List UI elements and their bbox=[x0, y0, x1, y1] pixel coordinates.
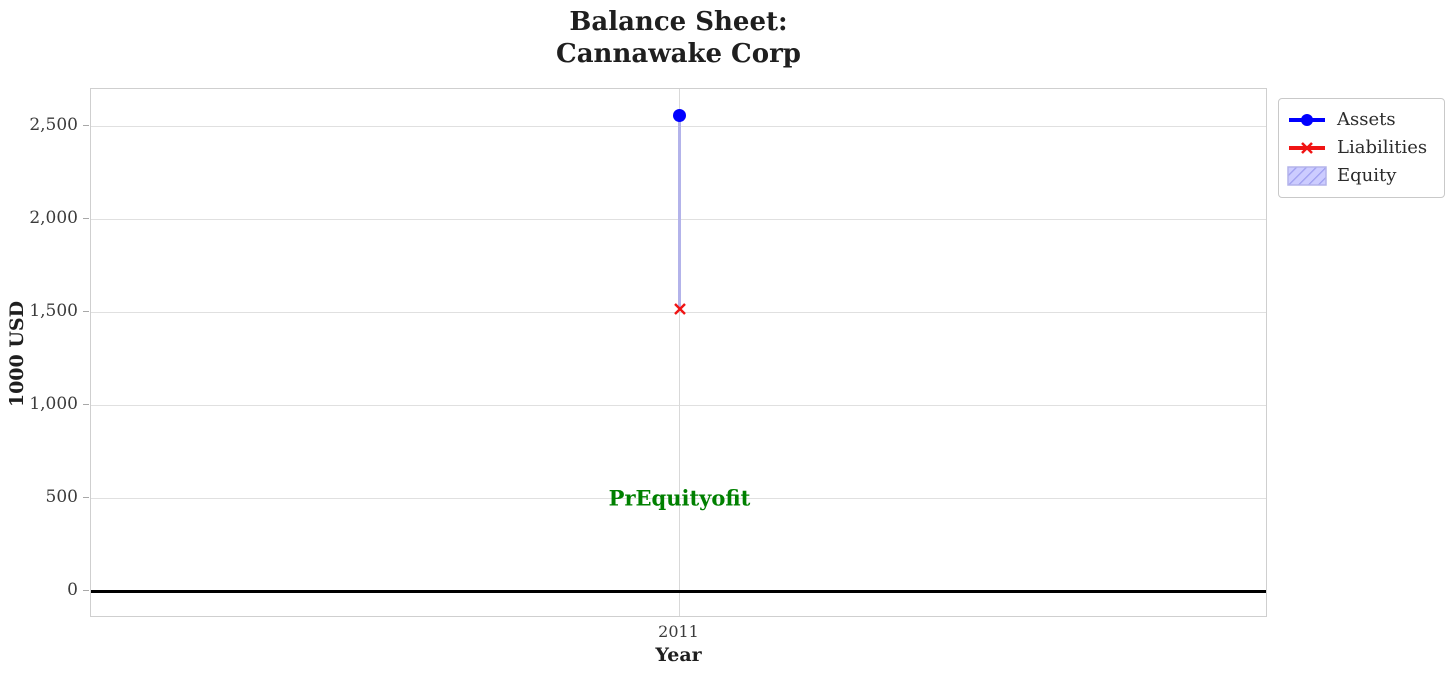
y-gridline bbox=[91, 311, 1266, 313]
assets-line-marker-icon bbox=[1289, 114, 1325, 126]
legend-item-equity: Equity bbox=[1287, 162, 1434, 190]
x-axis-label: Year bbox=[655, 644, 702, 666]
chart-title-line2: Cannawake Corp bbox=[556, 39, 801, 69]
y-tick-label: 1,500 bbox=[29, 301, 78, 322]
y-tick-label: 0 bbox=[67, 580, 78, 601]
chart-title: Balance Sheet: Cannawake Corp bbox=[90, 6, 1267, 70]
chart-title-line1: Balance Sheet: bbox=[569, 7, 788, 37]
y-tick-mark bbox=[83, 217, 89, 219]
liabilities-data-point bbox=[672, 301, 688, 321]
legend-label-liabilities: Liabilities bbox=[1337, 137, 1428, 158]
equity-hatched-patch-icon bbox=[1287, 166, 1327, 186]
plot-area: PrEquityofit bbox=[90, 88, 1267, 617]
legend-label-equity: Equity bbox=[1337, 165, 1397, 186]
y-tick-label: 2,000 bbox=[29, 208, 78, 229]
y-tick-label: 500 bbox=[45, 487, 78, 508]
legend-item-assets: Assets bbox=[1287, 106, 1434, 134]
zero-baseline bbox=[91, 589, 1266, 593]
y-tick-mark bbox=[83, 310, 89, 312]
y-tick-mark bbox=[83, 589, 89, 591]
y-tick-label: 2,500 bbox=[29, 115, 78, 136]
equity-band bbox=[678, 115, 681, 310]
y-gridline bbox=[91, 404, 1266, 406]
y-tick-mark bbox=[83, 496, 89, 498]
y-tick-label: 1,000 bbox=[29, 394, 78, 415]
y-gridline bbox=[91, 497, 1266, 499]
y-tick-mark bbox=[83, 403, 89, 405]
annotation-text: PrEquityofit bbox=[608, 485, 751, 511]
x-tick-label: 2011 bbox=[658, 622, 699, 641]
y-axis-label: 1000 USD bbox=[6, 300, 28, 408]
assets-data-point bbox=[673, 108, 686, 122]
legend: Assets Liabilities Equity bbox=[1278, 98, 1445, 198]
x-gridline bbox=[678, 89, 681, 616]
legend-label-assets: Assets bbox=[1337, 109, 1396, 130]
legend-item-liabilities: Liabilities bbox=[1287, 134, 1434, 162]
y-tick-mark bbox=[83, 124, 89, 126]
liabilities-line-marker-icon bbox=[1289, 142, 1325, 154]
